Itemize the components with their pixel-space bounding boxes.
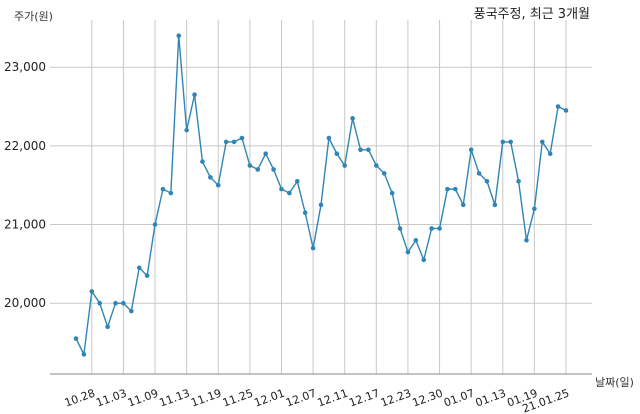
data-point: [326, 135, 332, 141]
data-point: [366, 147, 371, 153]
data-point: [271, 167, 276, 172]
x-tick-label: 10.28: [63, 387, 97, 410]
data-point: [547, 151, 553, 157]
y-tick-label: 23,000: [4, 60, 46, 74]
data-point: [215, 182, 221, 188]
data-point: [453, 186, 458, 192]
data-point: [200, 159, 205, 164]
data-point: [397, 226, 403, 231]
data-point: [294, 178, 300, 184]
data-point: [468, 147, 474, 153]
data-point: [492, 202, 498, 208]
data-point: [184, 127, 189, 133]
data-point: [81, 352, 87, 357]
data-point: [429, 226, 434, 231]
data-point: [555, 104, 561, 109]
price-line: [75, 35, 567, 357]
data-point: [358, 147, 363, 153]
data-point: [318, 202, 324, 208]
data-point: [302, 210, 308, 216]
data-point: [231, 139, 237, 145]
data-point: [239, 135, 245, 141]
x-tick-label: 11.19: [189, 387, 223, 410]
data-point: [413, 237, 419, 243]
grid-layer: [50, 20, 592, 374]
x-tick-label: 11.03: [94, 387, 128, 410]
data-point: [144, 273, 150, 278]
x-tick-label: 11.25: [221, 387, 255, 410]
data-point: [136, 265, 142, 271]
y-tick-label: 20,000: [4, 296, 46, 310]
y-axis-label: 주가(원): [14, 10, 53, 23]
data-point: [421, 257, 427, 263]
data-point: [563, 108, 569, 113]
text-layer: 주가(원) 풍국주정, 최근 3개월 날짜(일) 20,000 21,000 22,…: [4, 7, 634, 414]
x-tick-label: 12.23: [379, 387, 413, 410]
data-point: [484, 178, 490, 184]
x-tick-label: 01.13: [474, 387, 508, 410]
data-point: [310, 245, 316, 251]
data-point: [476, 171, 482, 176]
x-tick-label: 12.30: [411, 387, 445, 410]
x-tick-label: 12.07: [284, 387, 318, 410]
data-point: [152, 222, 158, 227]
data-point: [73, 336, 79, 341]
data-point: [255, 167, 261, 172]
data-point: [129, 308, 134, 314]
data-point: [105, 324, 110, 330]
data-point: [460, 202, 466, 208]
y-tick-label: 21,000: [4, 218, 46, 232]
data-point: [97, 300, 103, 306]
data-point: [374, 163, 379, 168]
data-point: [113, 300, 118, 306]
data-point: [500, 139, 506, 145]
data-point: [516, 178, 521, 184]
data-point: [532, 206, 537, 212]
data-point: [508, 139, 513, 145]
x-axis-label: 날짜(일): [595, 375, 634, 389]
data-point: [539, 139, 545, 145]
data-point: [247, 163, 253, 168]
chart-title: 풍국주정, 최근 3개월: [474, 7, 590, 22]
data-point: [524, 237, 529, 243]
data-point: [405, 249, 411, 255]
x-tick-label: 11.09: [126, 387, 160, 410]
data-point: [437, 226, 442, 231]
data-point: [263, 151, 268, 157]
data-point: [121, 300, 126, 306]
data-point: [279, 186, 284, 192]
x-tick-label: 12.01: [252, 387, 286, 410]
data-point: [89, 289, 95, 294]
x-tick-label: 01.07: [442, 387, 476, 410]
data-point: [160, 186, 166, 192]
series-layer: [73, 33, 569, 357]
data-point: [223, 139, 229, 145]
data-point: [176, 33, 182, 39]
y-tick-label: 22,000: [4, 139, 46, 153]
data-point: [350, 116, 355, 121]
x-tick-label: 12.17: [347, 387, 381, 410]
data-point: [287, 190, 292, 196]
data-point: [342, 163, 348, 168]
data-point: [381, 171, 387, 176]
data-point: [192, 92, 197, 98]
x-tick-label: 12.11: [316, 387, 350, 410]
data-point: [168, 190, 174, 196]
data-point: [389, 190, 395, 196]
data-point: [445, 186, 450, 192]
data-point: [208, 175, 213, 180]
data-point: [334, 151, 340, 157]
x-tick-label: 11.13: [158, 387, 192, 410]
